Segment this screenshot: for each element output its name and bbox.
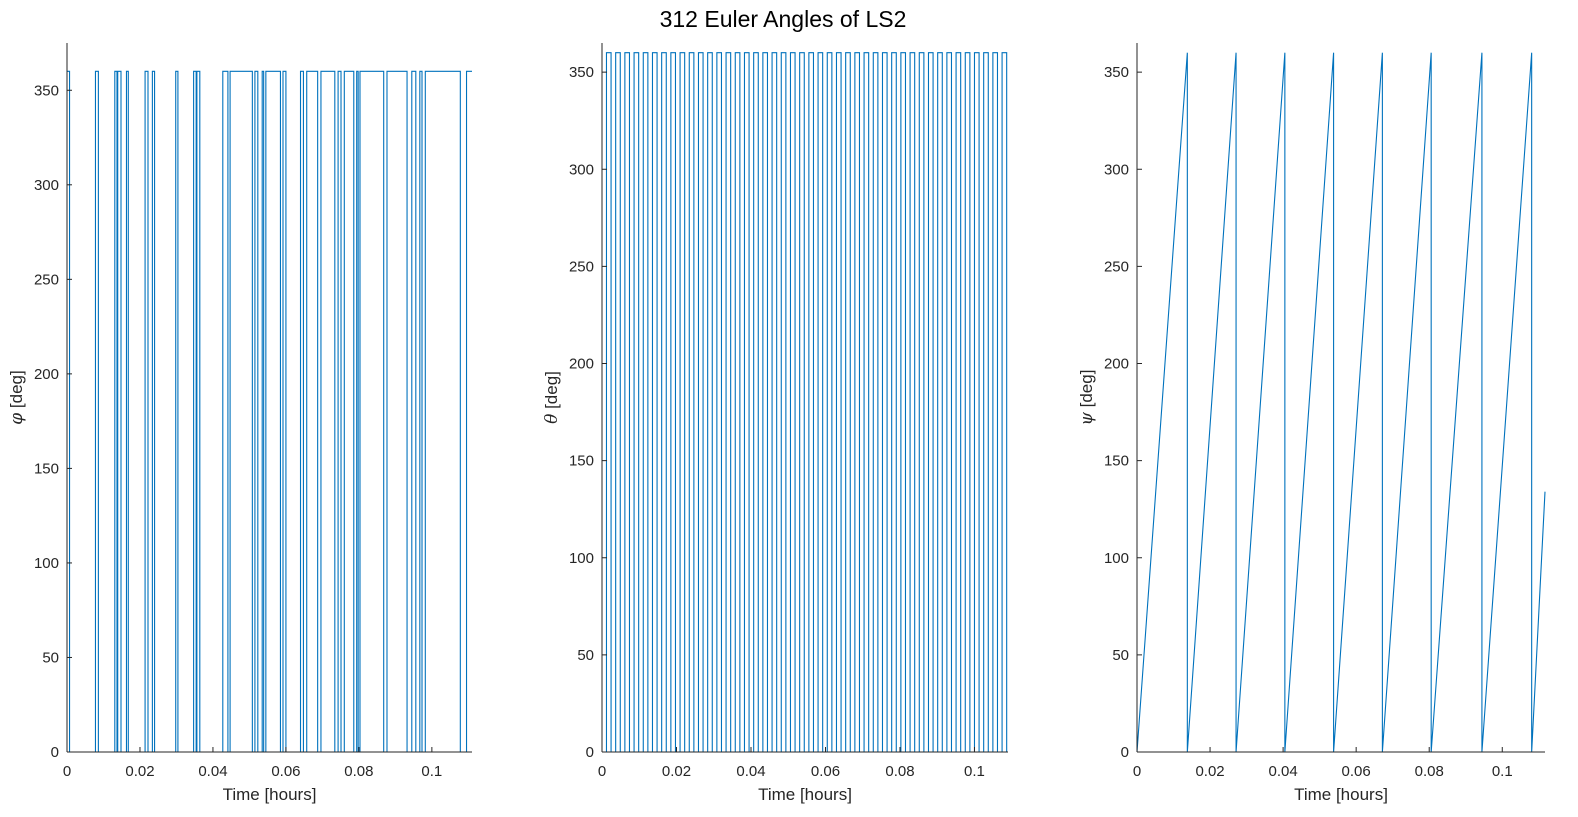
phi-x-axis-label: Time [hours]	[223, 785, 317, 804]
psi-y-tick-label: 250	[1104, 258, 1129, 275]
theta-y-tick-label: 50	[577, 647, 594, 664]
theta-y-tick-label: 250	[569, 258, 594, 275]
theta-y-tick-label: 100	[569, 550, 594, 567]
psi-x-axis-label: Time [hours]	[1294, 785, 1388, 804]
theta-y-tick-label: 200	[569, 356, 594, 373]
subplot-phi: 0 0.02 0.04 0.06 0.08 0.1 0 50 100 150 200 250 300 35…	[7, 43, 472, 804]
psi-x-tick-label: 0.04	[1269, 763, 1298, 780]
phi-x-tick-label: 0.04	[198, 763, 227, 780]
theta-x-tick-label: 0	[598, 763, 606, 780]
phi-y-axis-label: φ [deg]	[7, 370, 27, 424]
theta-y-tick-label: 150	[569, 453, 594, 470]
figure-title: 312 Euler Angles of LS2	[660, 6, 907, 32]
psi-y-axis-unit: [deg]	[1077, 370, 1096, 413]
psi-y-axis-symbol: ψ	[1077, 411, 1097, 425]
phi-y-tick-label: 150	[34, 460, 59, 477]
theta-y-tick-label: 350	[569, 64, 594, 81]
theta-x-tick-label: 0.08	[885, 763, 914, 780]
psi-y-tick-label: 300	[1104, 161, 1129, 178]
theta-y-axis-symbol: θ	[542, 414, 562, 424]
psi-y-tick-label: 150	[1104, 453, 1129, 470]
psi-y-tick-label: 100	[1104, 550, 1129, 567]
phi-y-tick-label: 50	[42, 649, 59, 666]
phi-x-tick-label: 0.02	[125, 763, 154, 780]
phi-x-tick-label: 0.1	[421, 763, 442, 780]
phi-x-tick-label: 0.08	[344, 763, 373, 780]
psi-y-tick-label: 50	[1112, 647, 1129, 664]
phi-y-tick-label: 200	[34, 366, 59, 383]
phi-y-axis-unit: [deg]	[7, 370, 26, 413]
theta-y-tick-label: 0	[586, 744, 594, 761]
psi-series-line	[1136, 52, 1546, 753]
psi-x-tick-label: 0.06	[1342, 763, 1371, 780]
phi-y-axis-symbol: φ	[7, 413, 27, 425]
psi-y-tick-label: 200	[1104, 356, 1129, 373]
psi-x-tick-label: 0.08	[1415, 763, 1444, 780]
theta-x-tick-label: 0.1	[964, 763, 985, 780]
phi-y-tick-label: 250	[34, 271, 59, 288]
theta-y-tick-label: 300	[569, 161, 594, 178]
psi-x-tick-label: 0.02	[1195, 763, 1224, 780]
phi-y-tick-label: 0	[51, 744, 59, 761]
psi-y-tick-label: 350	[1104, 64, 1129, 81]
phi-y-tick-label: 300	[34, 177, 59, 194]
theta-x-tick-label: 0.02	[662, 763, 691, 780]
theta-x-tick-label: 0.04	[736, 763, 765, 780]
phi-x-tick-label: 0	[63, 763, 71, 780]
phi-x-tick-label: 0.06	[271, 763, 300, 780]
psi-x-tick-label: 0	[1133, 763, 1141, 780]
theta-y-axis-label: θ [deg]	[542, 371, 562, 424]
phi-y-tick-label: 100	[34, 555, 59, 572]
psi-y-tick-label: 0	[1121, 744, 1129, 761]
subplot-theta: 0 0.02 0.04 0.06 0.08 0.1 0 50 100 150 200 250 300 35…	[542, 43, 1008, 804]
theta-x-axis-label: Time [hours]	[758, 785, 852, 804]
psi-y-axis-label: ψ [deg]	[1077, 370, 1097, 426]
theta-x-tick-label: 0.06	[811, 763, 840, 780]
phi-y-tick-label: 350	[34, 82, 59, 99]
theta-y-axis-unit: [deg]	[542, 371, 561, 414]
psi-x-tick-label: 0.1	[1492, 763, 1513, 780]
subplot-psi: 0 0.02 0.04 0.06 0.08 0.1 0 50 100 150 200 250 300 35…	[1077, 43, 1546, 804]
